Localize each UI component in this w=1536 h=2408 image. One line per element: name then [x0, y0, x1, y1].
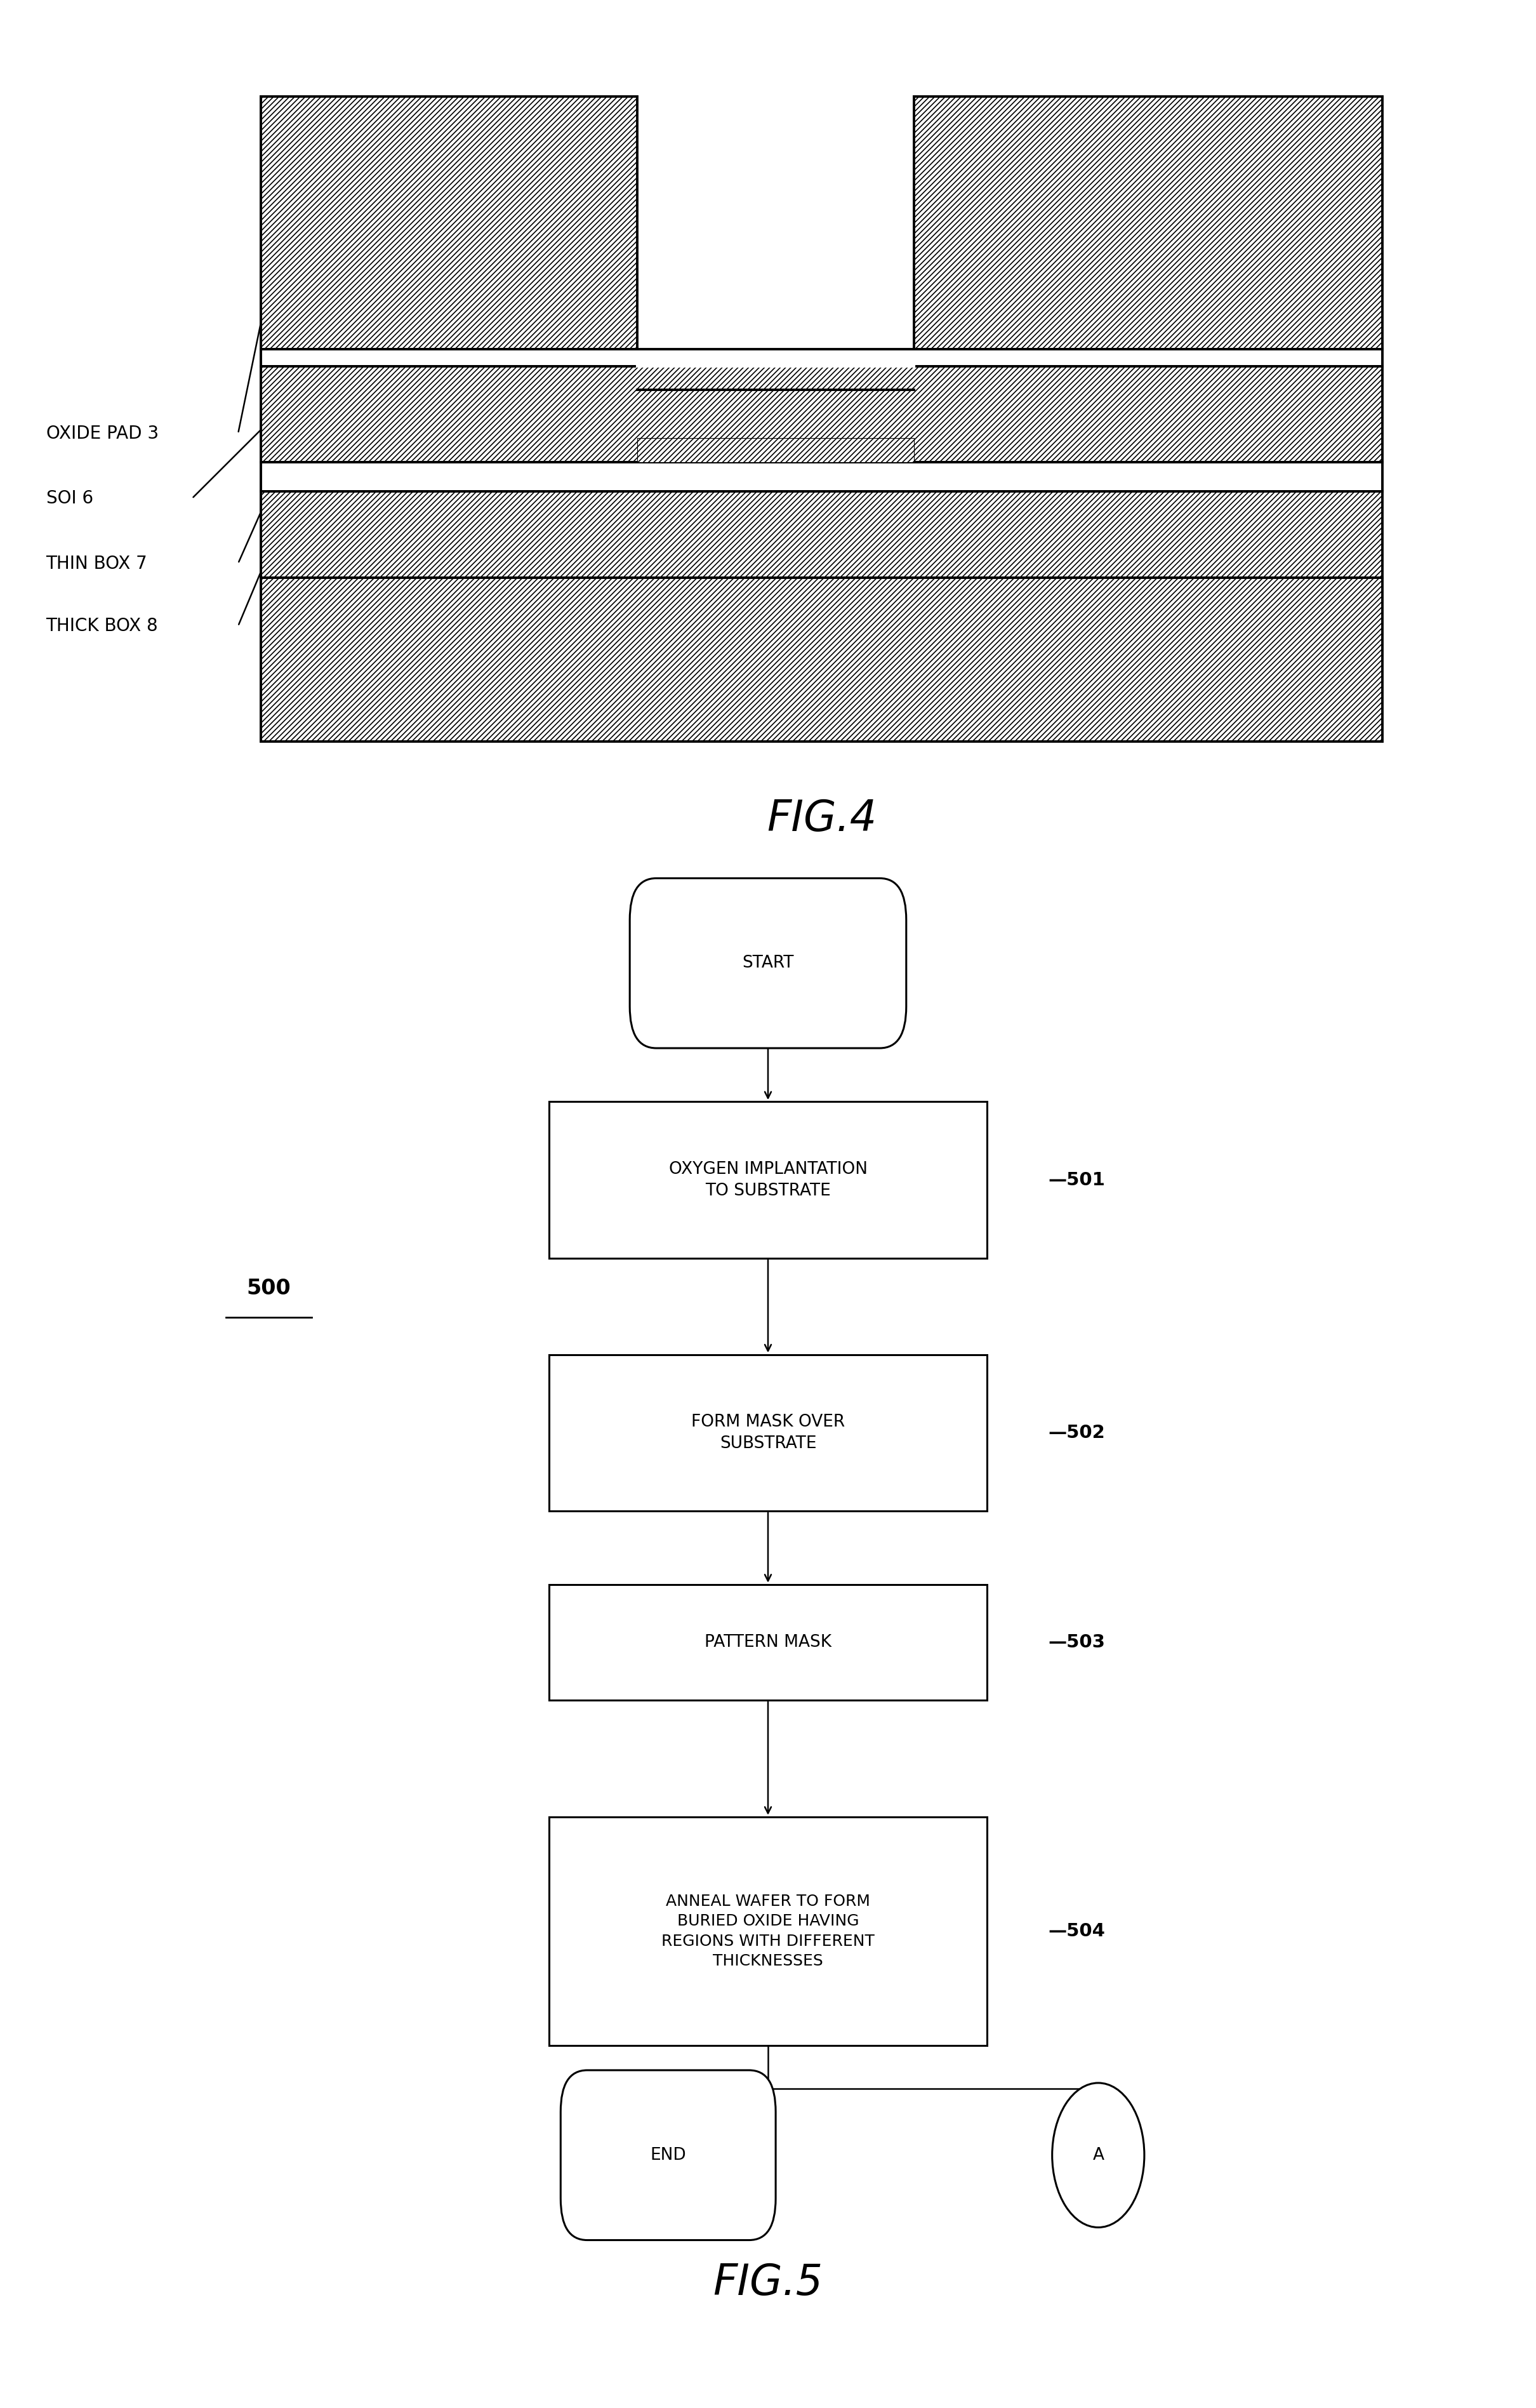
Text: 500: 500 [247, 1279, 290, 1298]
Bar [914, 96, 1382, 349]
Text: Si SUBSTRATE 1: Si SUBSTRATE 1 [794, 650, 942, 669]
Bar [261, 491, 1382, 578]
Bar [261, 491, 1382, 578]
Text: —501: —501 [1048, 1170, 1106, 1190]
Bar [261, 349, 1382, 366]
Bar [261, 462, 1382, 491]
Text: FORM MASK OVER
SUBSTRATE: FORM MASK OVER SUBSTRATE [691, 1413, 845, 1452]
Text: THICK BOX 8: THICK BOX 8 [46, 616, 158, 636]
Bar [637, 438, 914, 462]
FancyBboxPatch shape [630, 879, 906, 1047]
Bar [550, 1103, 988, 1257]
Text: PATTERN MASK: PATTERN MASK [705, 1635, 831, 1649]
Bar [550, 1353, 988, 1512]
Bar [914, 96, 1382, 349]
Bar [261, 578, 1382, 742]
Text: —504: —504 [1048, 1922, 1106, 1941]
Bar [261, 96, 637, 349]
Text: SOI 6: SOI 6 [46, 489, 94, 508]
Bar [550, 1816, 988, 2044]
Bar [550, 1584, 988, 1700]
FancyBboxPatch shape [561, 2071, 776, 2239]
Circle shape [1052, 2083, 1144, 2227]
Bar [637, 438, 914, 462]
Bar [261, 366, 1382, 462]
Text: —502: —502 [1048, 1423, 1106, 1442]
Bar [261, 96, 637, 349]
Bar [261, 578, 1382, 742]
Text: OXIDE PAD 3: OXIDE PAD 3 [46, 424, 158, 443]
Text: —503: —503 [1048, 1633, 1106, 1652]
Text: FIG.5: FIG.5 [713, 2261, 823, 2304]
Text: START: START [742, 956, 794, 970]
Text: END: END [650, 2148, 687, 2162]
Text: THIN BOX 7: THIN BOX 7 [46, 554, 147, 573]
Text: ANNEAL WAFER TO FORM
BURIED OXIDE HAVING
REGIONS WITH DIFFERENT
THICKNESSES: ANNEAL WAFER TO FORM BURIED OXIDE HAVING… [662, 1893, 874, 1970]
Text: FIG.4: FIG.4 [766, 797, 877, 840]
Text: OXYGEN IMPLANTATION
TO SUBSTRATE: OXYGEN IMPLANTATION TO SUBSTRATE [668, 1161, 868, 1199]
Bar [261, 366, 1382, 462]
Text: A: A [1092, 2148, 1104, 2162]
